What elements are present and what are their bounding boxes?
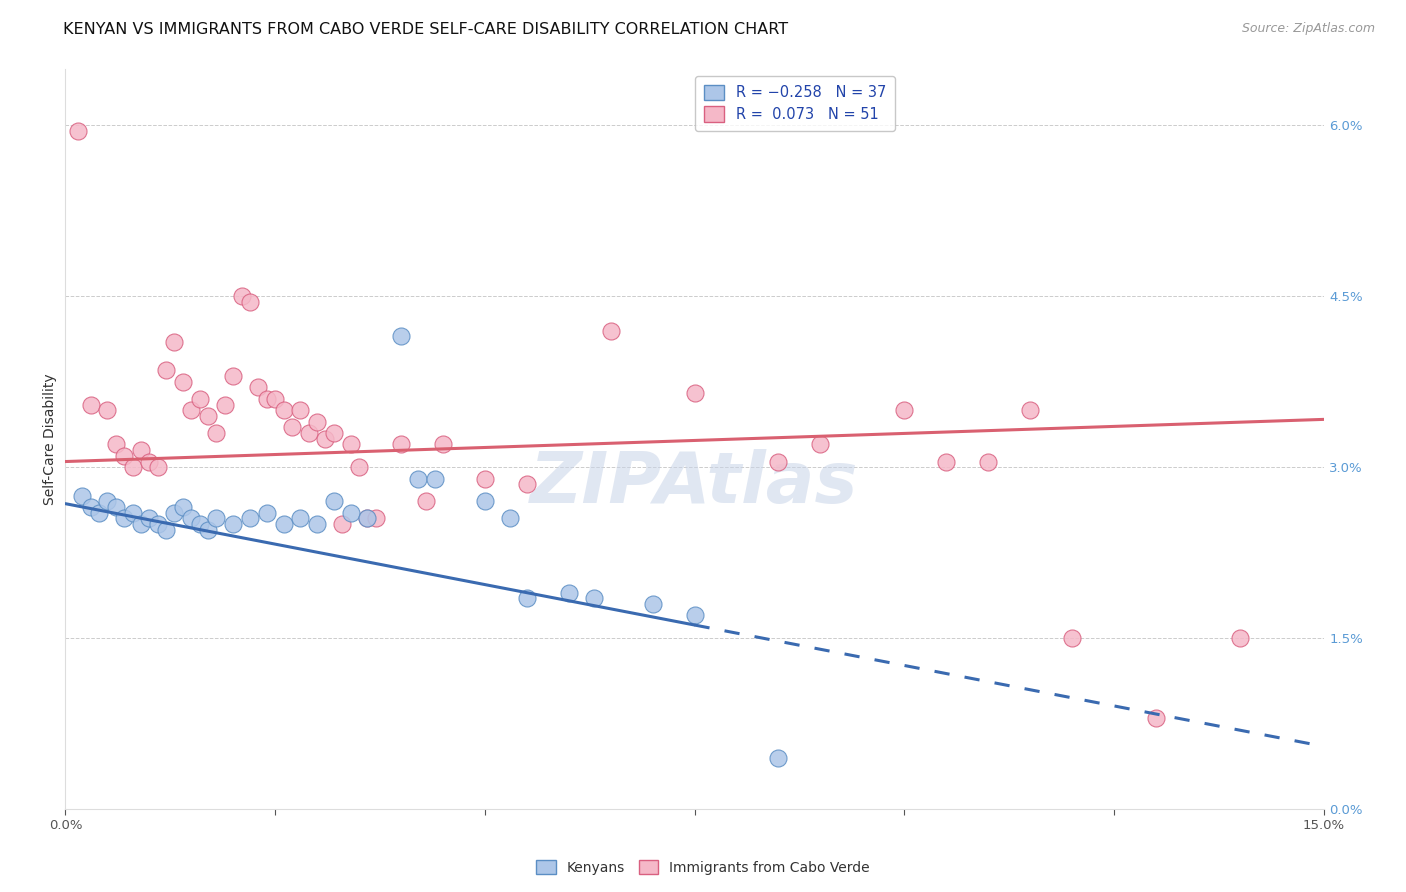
Point (197, 523, 219, 537)
Point (273, 403, 295, 417)
Point (96, 403, 118, 417)
Point (298, 425, 321, 440)
Point (180, 511, 202, 525)
Legend: R = −0.258   N = 37, R =  0.073   N = 51: R = −0.258 N = 37, R = 0.073 N = 51 (695, 76, 896, 131)
Point (389, 329, 412, 343)
Legend: Kenyans, Immigrants from Cabo Verde: Kenyans, Immigrants from Cabo Verde (530, 855, 876, 880)
Point (231, 289, 253, 303)
Point (146, 460, 169, 475)
Point (330, 517, 353, 532)
Point (264, 392, 287, 406)
Point (423, 472, 446, 486)
Point (641, 597, 664, 611)
Point (256, 392, 278, 406)
Point (188, 392, 211, 406)
Point (893, 403, 915, 417)
Point (129, 443, 152, 458)
Point (205, 425, 228, 440)
Point (290, 403, 312, 417)
Y-axis label: Self-Care Disability: Self-Care Disability (44, 373, 58, 505)
Point (768, 750, 790, 764)
Point (222, 369, 245, 384)
Point (389, 437, 412, 451)
Point (356, 511, 378, 525)
Point (339, 506, 361, 520)
Point (516, 477, 538, 491)
Point (474, 494, 496, 508)
Point (163, 506, 186, 520)
Point (364, 511, 387, 525)
Point (599, 324, 621, 338)
Point (273, 517, 295, 532)
Point (172, 375, 194, 389)
Point (155, 523, 177, 537)
Text: ZIPAtlas: ZIPAtlas (530, 449, 859, 517)
Point (222, 517, 245, 532)
Point (129, 517, 152, 532)
Point (1229, 631, 1251, 645)
Point (239, 511, 262, 525)
Point (322, 425, 344, 440)
Point (70, 489, 93, 503)
Point (432, 437, 454, 451)
Point (582, 591, 605, 606)
Point (79, 500, 101, 515)
Point (307, 415, 329, 429)
Point (188, 517, 211, 532)
Point (339, 437, 361, 451)
Point (146, 517, 169, 532)
Point (138, 511, 160, 525)
Point (516, 591, 538, 606)
Point (290, 511, 312, 525)
Point (256, 506, 278, 520)
Point (281, 420, 304, 434)
Point (356, 511, 378, 525)
Point (112, 511, 135, 525)
Point (347, 460, 370, 475)
Point (1144, 711, 1167, 725)
Point (155, 363, 177, 377)
Point (935, 454, 957, 468)
Point (977, 454, 1000, 468)
Point (172, 500, 194, 515)
Point (307, 517, 329, 532)
Point (104, 500, 127, 515)
Point (247, 380, 270, 394)
Point (197, 409, 219, 423)
Point (163, 334, 186, 349)
Point (180, 403, 202, 417)
Point (67, 124, 90, 138)
Point (121, 506, 143, 520)
Point (205, 511, 228, 525)
Point (1019, 403, 1042, 417)
Point (322, 494, 344, 508)
Point (808, 437, 831, 451)
Point (683, 386, 706, 401)
Point (121, 460, 143, 475)
Text: KENYAN VS IMMIGRANTS FROM CABO VERDE SELF-CARE DISABILITY CORRELATION CHART: KENYAN VS IMMIGRANTS FROM CABO VERDE SEL… (63, 22, 789, 37)
Point (474, 472, 496, 486)
Point (239, 295, 262, 310)
Text: Source: ZipAtlas.com: Source: ZipAtlas.com (1241, 22, 1375, 36)
Point (138, 454, 160, 468)
Point (768, 454, 790, 468)
Point (499, 511, 522, 525)
Point (557, 585, 579, 599)
Point (406, 472, 429, 486)
Point (214, 398, 236, 412)
Point (314, 432, 336, 446)
Point (79, 398, 101, 412)
Point (104, 437, 127, 451)
Point (683, 608, 706, 623)
Point (112, 449, 135, 463)
Point (96, 494, 118, 508)
Point (1060, 631, 1083, 645)
Point (87, 506, 110, 520)
Point (415, 494, 437, 508)
